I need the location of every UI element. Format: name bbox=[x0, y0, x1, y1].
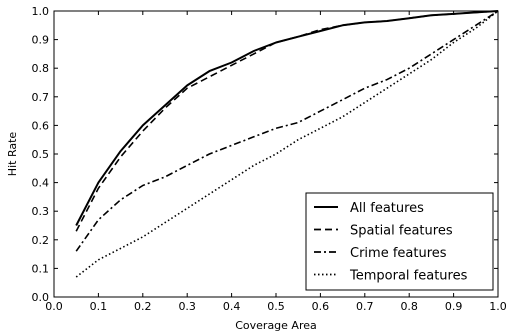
x-tick-label: 0.4 bbox=[223, 300, 241, 313]
x-tick-label: 0.6 bbox=[312, 300, 330, 313]
series-line-all-features bbox=[75, 10, 499, 226]
series-line-spatial-features bbox=[75, 10, 499, 232]
y-tick-label: 1.0 bbox=[32, 5, 50, 18]
legend-label: All features bbox=[350, 201, 424, 216]
x-axis-label: Coverage Area bbox=[235, 319, 317, 332]
plot-frame bbox=[53, 10, 499, 298]
y-tick-label: 0.0 bbox=[32, 291, 50, 304]
legend-label: Spatial features bbox=[350, 224, 453, 239]
x-tick-label: 0.9 bbox=[445, 300, 463, 313]
y-tick-label: 0.5 bbox=[32, 148, 50, 161]
legend-box bbox=[305, 192, 494, 291]
x-tick-label: 1.0 bbox=[489, 300, 507, 313]
y-tick-label: 0.1 bbox=[32, 262, 50, 275]
y-axis-label: Hit Rate bbox=[6, 132, 19, 177]
y-tick-label: 0.7 bbox=[32, 91, 50, 104]
series-line-temporal-features bbox=[75, 10, 499, 278]
x-tick-label: 0.1 bbox=[90, 300, 108, 313]
x-tick-label: 0.8 bbox=[400, 300, 418, 313]
y-tick-label: 0.4 bbox=[32, 177, 50, 190]
series-line-crime-features bbox=[75, 10, 499, 252]
tick-layer: 0.0 0.1 0.2 0.3 0.4 0.5 0.6 0.7 0.8 0.9 1.0 0.0 0.1 0… bbox=[32, 5, 507, 313]
y-tick-label: 0.9 bbox=[32, 34, 50, 47]
x-tick-label: 0.7 bbox=[356, 300, 374, 313]
legend-label: Temporal features bbox=[349, 269, 468, 284]
y-tick-label: 0.3 bbox=[32, 205, 50, 218]
legend-label: Crime features bbox=[350, 246, 447, 261]
x-tick-label: 0.5 bbox=[267, 300, 285, 313]
legend: All features Spatial features Crime featur… bbox=[305, 192, 494, 291]
x-tick-label: 0.2 bbox=[134, 300, 152, 313]
x-tick-label: 0.0 bbox=[45, 300, 63, 313]
series-layer bbox=[75, 10, 499, 278]
y-tick-label: 0.8 bbox=[32, 62, 50, 75]
x-tick-label: 0.3 bbox=[178, 300, 196, 313]
y-tick-label: 0.2 bbox=[32, 234, 50, 247]
y-tick-label: 0.6 bbox=[32, 119, 50, 132]
